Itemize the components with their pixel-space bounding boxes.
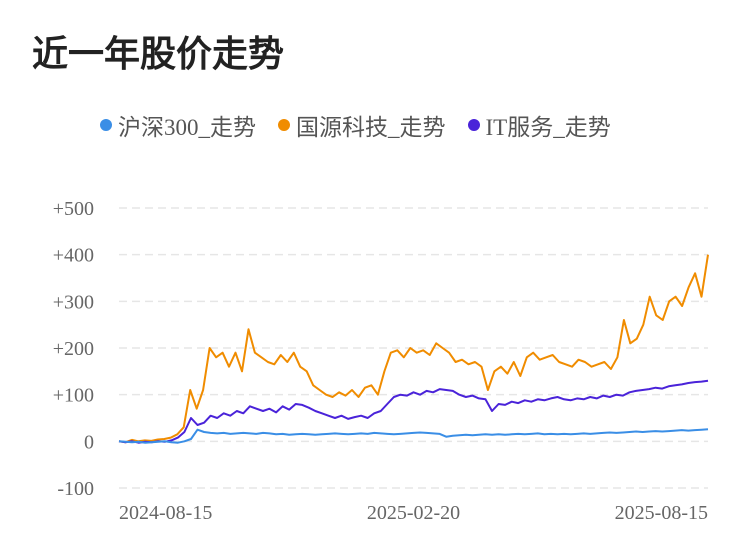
y-tick-label: -100: [57, 478, 94, 500]
chart-legend: 沪深300_走势 国源科技_走势 IT服务_走势: [100, 108, 633, 142]
y-tick-label: +200: [53, 338, 94, 360]
series-line-0[interactable]: [118, 428, 709, 444]
x-tick-label: 2025-02-20: [367, 502, 460, 524]
legend-dot-it-services: [467, 119, 480, 131]
x-tick-label: 2024-08-15: [119, 502, 212, 524]
y-tick-label: +400: [53, 245, 94, 267]
legend-dot-hs300: [100, 119, 112, 131]
y-tick-label: +500: [53, 198, 94, 220]
legend-dot-guoyuan: [278, 119, 290, 131]
series-line-1[interactable]: [118, 254, 709, 444]
legend-label-hs300: 沪深300_走势: [118, 115, 256, 140]
y-tick-label: +100: [53, 385, 94, 407]
series-line-2[interactable]: [118, 379, 709, 444]
y-tick-label: +300: [53, 291, 94, 313]
y-tick-label: 0: [84, 431, 94, 453]
x-tick-label: 2025-08-15: [615, 502, 708, 524]
legend-item-hs300[interactable]: 沪深300_走势: [100, 108, 256, 142]
legend-item-guoyuan[interactable]: 国源科技_走势: [278, 108, 446, 142]
legend-label-guoyuan: 国源科技_走势: [296, 115, 446, 140]
legend-label-it-services: IT服务_走势: [485, 115, 611, 140]
legend-item-it-services[interactable]: IT服务_走势: [467, 108, 611, 142]
chart-title: 近一年股价走势: [32, 34, 285, 75]
